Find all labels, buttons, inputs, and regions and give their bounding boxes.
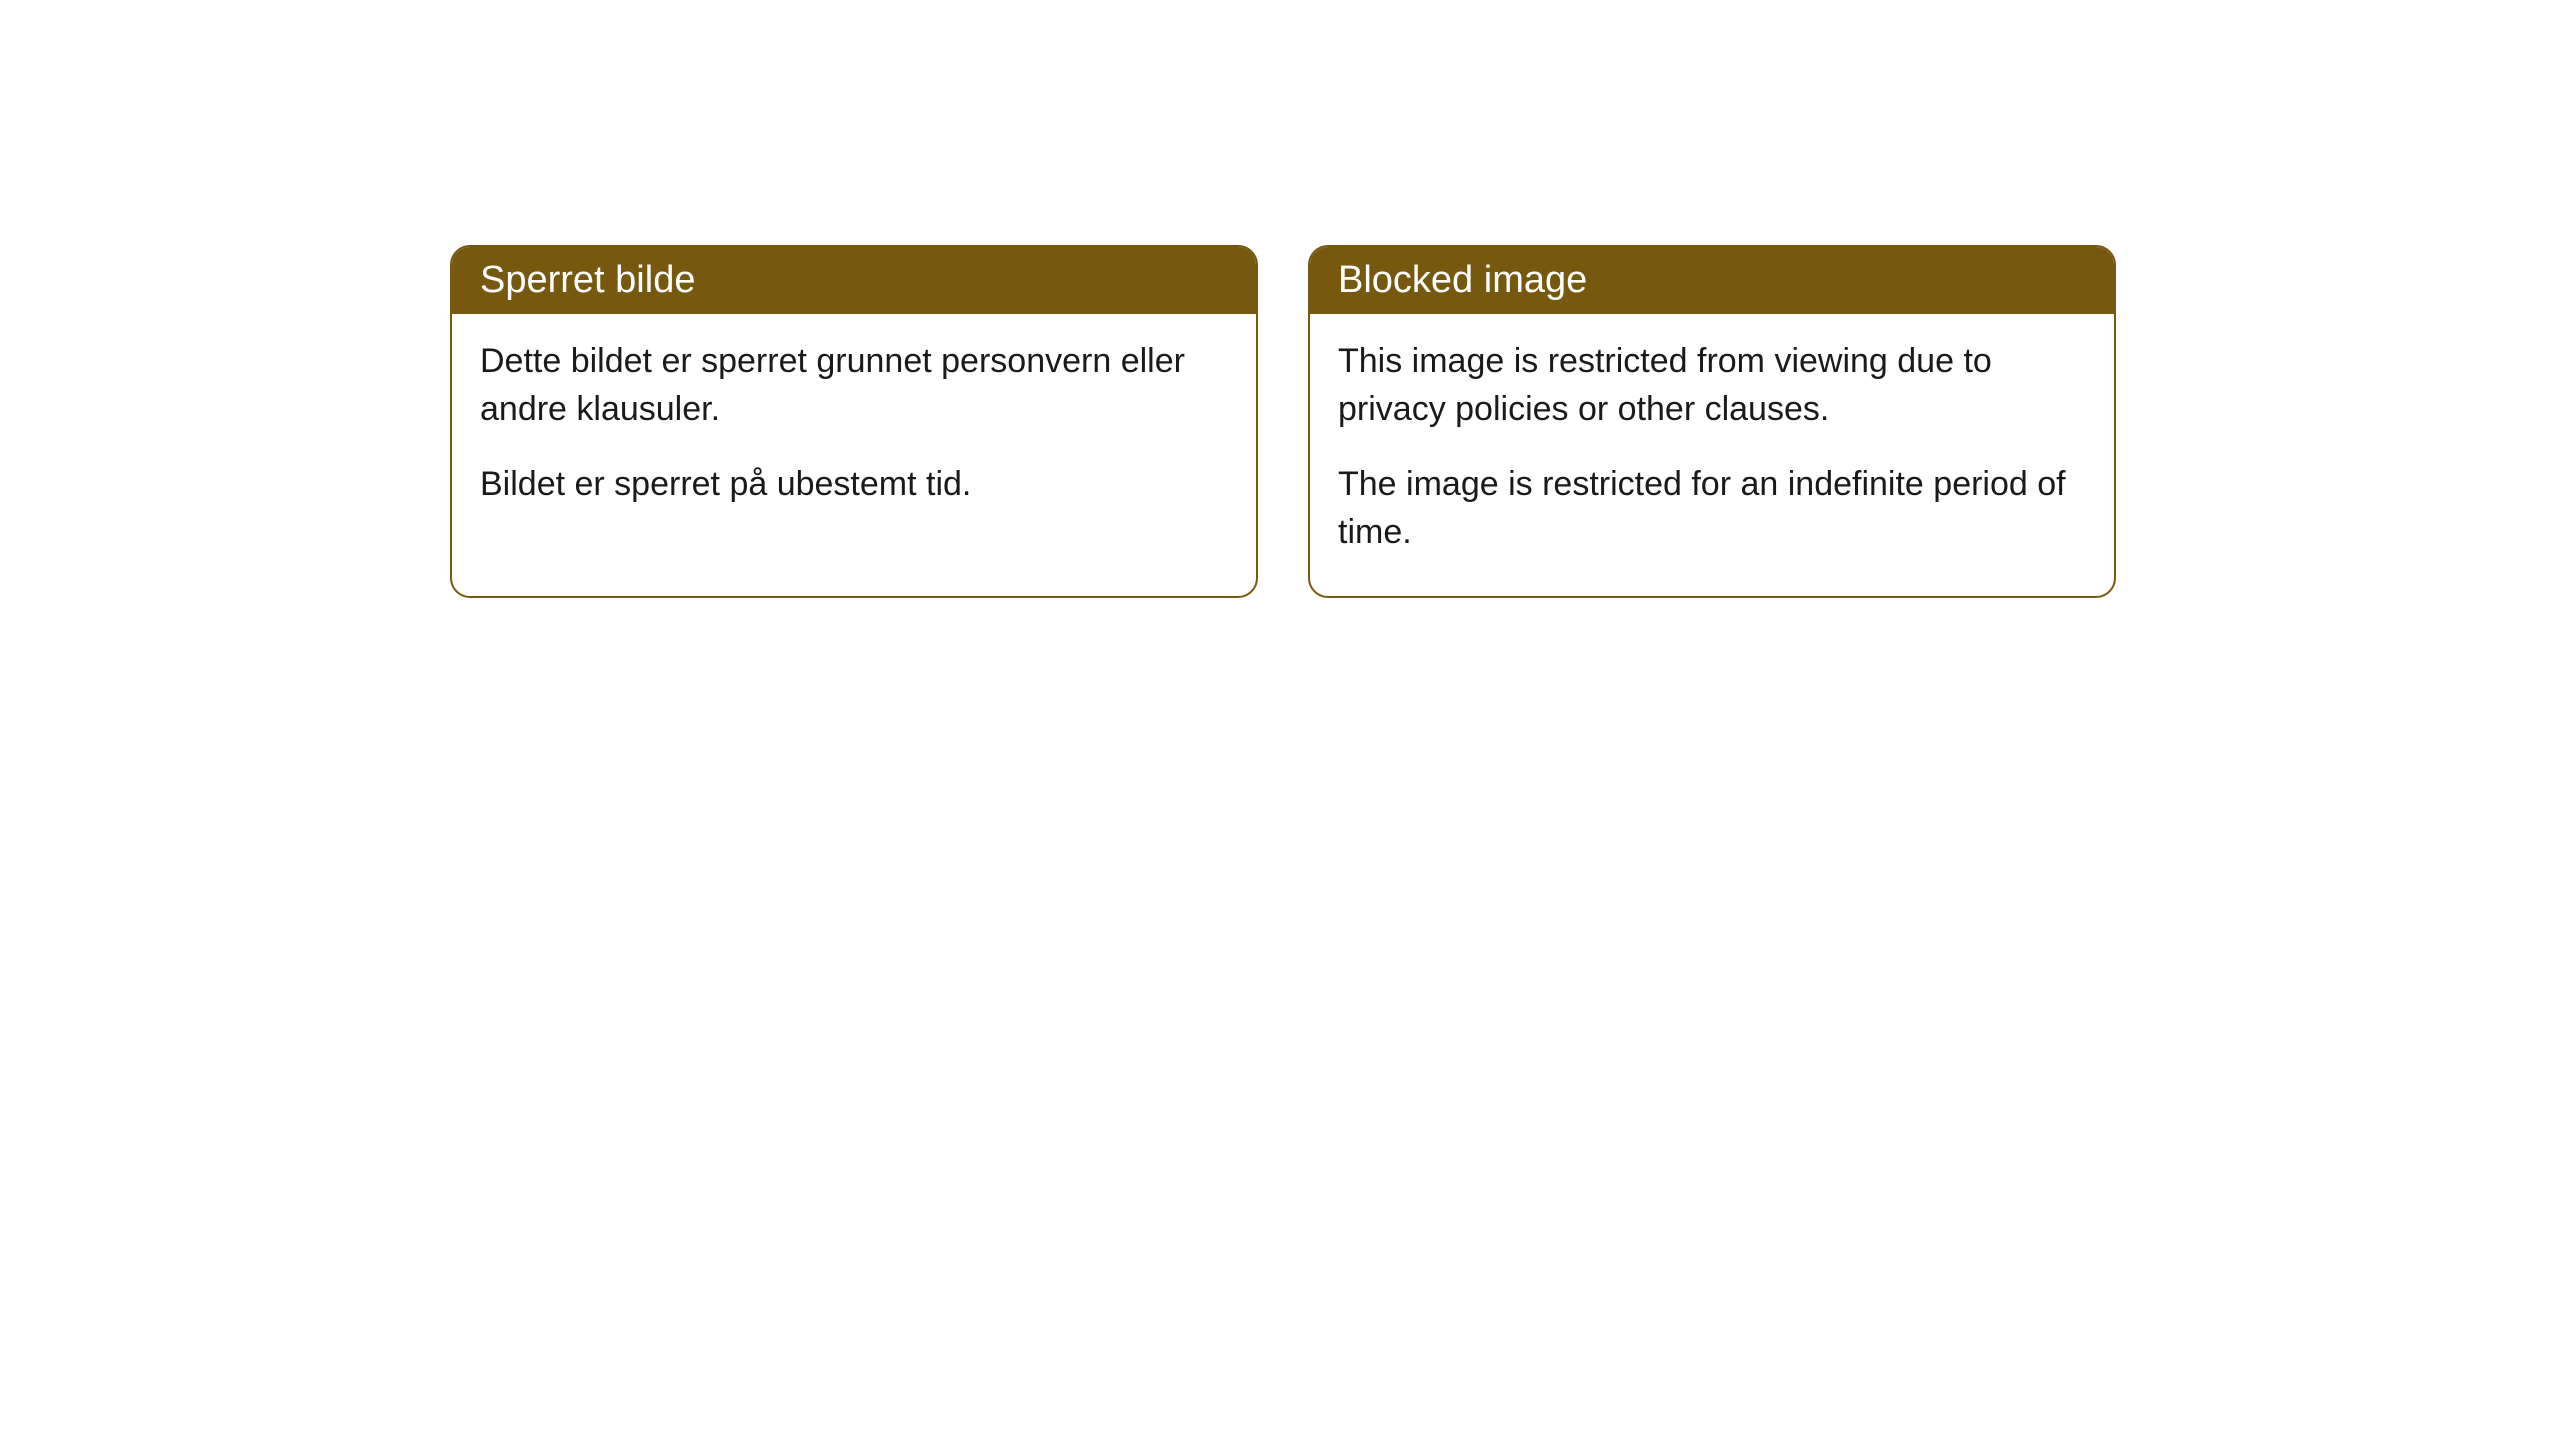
notice-cards-container: Sperret bilde Dette bildet er sperret gr… — [450, 245, 2116, 598]
blocked-image-card-english: Blocked image This image is restricted f… — [1308, 245, 2116, 598]
card-header: Sperret bilde — [452, 247, 1256, 314]
blocked-image-card-norwegian: Sperret bilde Dette bildet er sperret gr… — [450, 245, 1258, 598]
card-paragraph: This image is restricted from viewing du… — [1338, 338, 2086, 433]
card-title: Sperret bilde — [480, 259, 695, 301]
card-paragraph: Bildet er sperret på ubestemt tid. — [480, 461, 1228, 509]
card-paragraph: Dette bildet er sperret grunnet personve… — [480, 338, 1228, 433]
card-paragraph: The image is restricted for an indefinit… — [1338, 461, 2086, 556]
card-title: Blocked image — [1338, 259, 1587, 301]
card-header: Blocked image — [1310, 247, 2114, 314]
card-body: This image is restricted from viewing du… — [1310, 314, 2114, 596]
card-body: Dette bildet er sperret grunnet personve… — [452, 314, 1256, 549]
